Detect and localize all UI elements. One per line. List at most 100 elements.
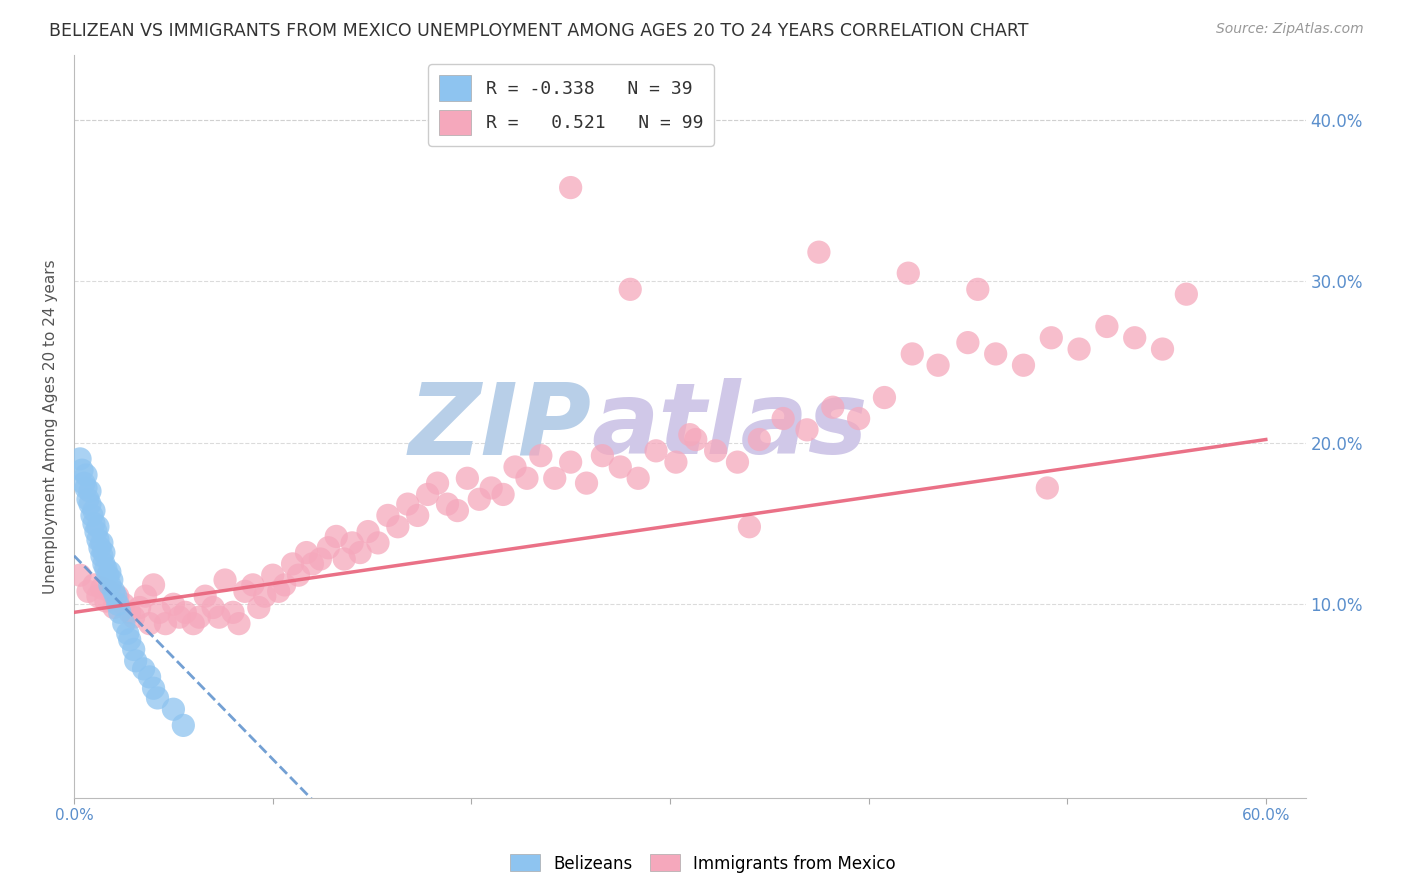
Point: [1040, 331, 1063, 345]
Point: [262, 568, 284, 582]
Text: Source: ZipAtlas.com: Source: ZipAtlas.com: [1216, 22, 1364, 37]
Point: [98, 584, 121, 599]
Point: [685, 433, 707, 447]
Point: [108, 605, 131, 619]
Point: [772, 411, 794, 425]
Point: [1152, 342, 1174, 356]
Point: [295, 545, 318, 559]
Point: [122, 610, 145, 624]
Point: [287, 568, 309, 582]
Text: ZIP: ZIP: [408, 378, 592, 475]
Point: [194, 589, 217, 603]
Point: [325, 529, 347, 543]
Point: [94, 594, 117, 608]
Point: [704, 443, 727, 458]
Point: [87, 589, 110, 603]
Point: [416, 487, 439, 501]
Point: [233, 584, 256, 599]
Point: [966, 282, 988, 296]
Point: [214, 573, 236, 587]
Point: [202, 600, 225, 615]
Point: [544, 471, 567, 485]
Point: [436, 497, 458, 511]
Point: [84, 524, 107, 539]
Point: [83, 503, 105, 517]
Point: [162, 597, 184, 611]
Point: [138, 616, 160, 631]
Point: [122, 642, 145, 657]
Point: [79, 484, 101, 499]
Point: [172, 718, 194, 732]
Point: [93, 557, 115, 571]
Point: [575, 476, 598, 491]
Point: [1036, 481, 1059, 495]
Point: [446, 503, 468, 517]
Point: [273, 578, 295, 592]
Y-axis label: Unemployment Among Ages 20 to 24 years: Unemployment Among Ages 20 to 24 years: [44, 260, 58, 594]
Point: [821, 401, 844, 415]
Point: [591, 449, 613, 463]
Point: [118, 632, 141, 647]
Point: [645, 443, 668, 458]
Point: [1067, 342, 1090, 356]
Point: [228, 616, 250, 631]
Point: [357, 524, 380, 539]
Point: [98, 565, 121, 579]
Point: [318, 541, 340, 555]
Point: [222, 605, 245, 619]
Text: atlas: atlas: [592, 378, 868, 475]
Legend: Belizeans, Immigrants from Mexico: Belizeans, Immigrants from Mexico: [503, 847, 903, 880]
Point: [77, 584, 100, 599]
Point: [148, 605, 170, 619]
Point: [117, 626, 139, 640]
Point: [142, 578, 165, 592]
Point: [112, 597, 135, 611]
Point: [679, 427, 702, 442]
Point: [530, 449, 553, 463]
Point: [349, 545, 371, 559]
Point: [94, 562, 117, 576]
Point: [927, 358, 949, 372]
Point: [188, 610, 211, 624]
Point: [1012, 358, 1035, 372]
Point: [396, 497, 419, 511]
Point: [103, 600, 125, 615]
Point: [83, 578, 105, 592]
Point: [426, 476, 449, 491]
Point: [90, 549, 112, 563]
Point: [103, 584, 125, 599]
Point: [97, 568, 120, 582]
Point: [112, 616, 135, 631]
Point: [93, 545, 115, 559]
Point: [75, 481, 97, 495]
Point: [301, 557, 323, 571]
Point: [101, 573, 124, 587]
Point: [75, 468, 97, 483]
Point: [367, 536, 389, 550]
Point: [181, 616, 204, 631]
Point: [956, 335, 979, 350]
Legend: R = -0.338   N = 39, R =   0.521   N = 99: R = -0.338 N = 39, R = 0.521 N = 99: [427, 64, 714, 146]
Point: [665, 455, 688, 469]
Point: [98, 578, 121, 592]
Point: [340, 536, 363, 550]
Point: [377, 508, 399, 523]
Point: [727, 455, 749, 469]
Point: [503, 460, 526, 475]
Point: [135, 589, 157, 603]
Point: [492, 487, 515, 501]
Point: [142, 681, 165, 696]
Point: [1175, 287, 1198, 301]
Point: [560, 180, 582, 194]
Point: [104, 589, 127, 603]
Point: [873, 391, 896, 405]
Point: [90, 581, 112, 595]
Point: [456, 471, 478, 485]
Point: [738, 520, 761, 534]
Point: [80, 508, 103, 523]
Point: [90, 536, 112, 550]
Point: [87, 520, 110, 534]
Point: [79, 497, 101, 511]
Point: [146, 690, 169, 705]
Point: [77, 492, 100, 507]
